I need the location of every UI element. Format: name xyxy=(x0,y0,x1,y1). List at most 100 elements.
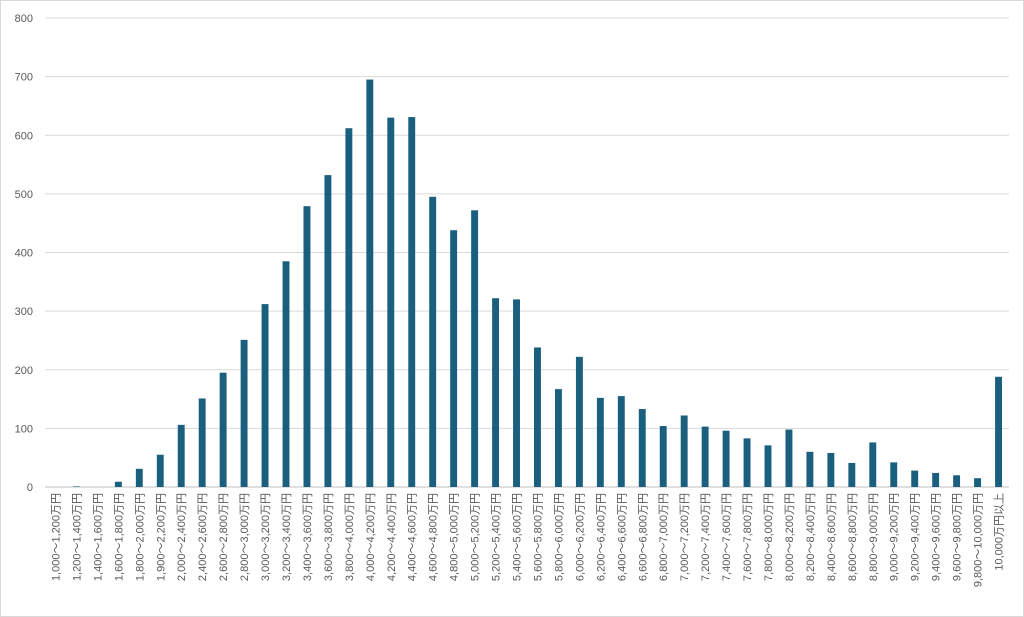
y-tick-label: 700 xyxy=(15,72,33,84)
bar xyxy=(135,468,143,487)
x-tick-label: 8,600～8,800万円 xyxy=(847,493,859,581)
bar xyxy=(366,79,374,488)
x-tick-label: 5,400～5,600万円 xyxy=(512,493,524,581)
y-tick-label: 200 xyxy=(15,365,33,377)
bar xyxy=(554,389,562,487)
x-tick-label: 6,600～6,800万円 xyxy=(637,493,649,581)
x-tick-label: 7,200～7,400万円 xyxy=(700,493,712,581)
x-tick-label: 9,800～10,000万円 xyxy=(973,493,985,587)
x-tick-label: 3,400～3,600万円 xyxy=(302,493,314,581)
bar xyxy=(827,452,835,487)
x-tick-label: 2,400～2,600万円 xyxy=(197,493,209,581)
x-tick-label: 6,200～6,400万円 xyxy=(595,493,607,581)
bar xyxy=(282,261,290,487)
bar xyxy=(261,304,269,487)
bar xyxy=(387,117,395,487)
y-tick-label: 800 xyxy=(15,13,33,25)
bar xyxy=(722,430,730,487)
x-tick-label: 7,600～7,800万円 xyxy=(742,493,754,581)
bar xyxy=(890,462,898,487)
x-tick-label: 4,400～4,600万円 xyxy=(407,493,419,581)
x-tick-label: 10,000万円以上 xyxy=(993,493,1006,571)
bar xyxy=(764,445,772,487)
x-tick-label: 7,400～7,600万円 xyxy=(721,493,733,581)
x-tick-label: 2,000～2,400万円 xyxy=(176,493,188,581)
bar xyxy=(303,206,311,487)
x-tick-label: 5,000～5,200万円 xyxy=(470,493,482,581)
bar xyxy=(785,429,793,487)
x-tick-label: 1,200～1,400万円 xyxy=(71,493,83,581)
bar xyxy=(911,470,919,487)
x-tick-label: 1,900～2,200万円 xyxy=(155,493,167,581)
x-tick-label: 1,600～1,800万円 xyxy=(113,493,125,581)
x-tick-label: 4,000～4,200万円 xyxy=(365,493,377,581)
y-tick-label: 100 xyxy=(15,423,33,435)
x-tick-label: 5,200～5,400万円 xyxy=(491,493,503,581)
x-tick-label: 8,200～8,400万円 xyxy=(805,493,817,581)
bar xyxy=(492,298,500,487)
bar xyxy=(575,356,583,487)
bar xyxy=(429,196,437,487)
x-tick-label: 2,800～3,000万円 xyxy=(239,493,251,581)
bar xyxy=(701,426,709,487)
x-tick-label: 1,400～1,600万円 xyxy=(92,493,104,581)
bar xyxy=(177,424,185,487)
bar xyxy=(471,210,479,488)
bar xyxy=(219,372,227,487)
bars xyxy=(72,79,1002,488)
bar xyxy=(240,339,248,487)
x-tick-label: 1,800～2,000万円 xyxy=(134,493,146,581)
x-tick-label: 8,800～9,000万円 xyxy=(868,493,880,581)
x-tick-label: 3,200～3,400万円 xyxy=(281,493,293,581)
bar xyxy=(848,462,856,487)
x-tick-label: 6,000～6,200万円 xyxy=(574,493,586,581)
x-tick-label: 9,600～9,800万円 xyxy=(952,493,964,581)
bar xyxy=(659,426,667,487)
bar xyxy=(72,486,80,487)
bar xyxy=(932,472,940,487)
x-axis: 1,000～1,200万円 1,200～1,400万円 1,400～1,600万円 1… xyxy=(50,493,1005,587)
x-tick-label: 6,800～7,000万円 xyxy=(658,493,670,581)
bar xyxy=(345,128,353,487)
bar xyxy=(869,442,877,487)
x-tick-label: 8,400～8,600万円 xyxy=(826,493,838,581)
x-tick-label: 8,000～8,200万円 xyxy=(784,493,796,581)
bar xyxy=(638,409,646,487)
x-tick-label: 4,600～4,800万円 xyxy=(428,493,440,581)
x-tick-label: 6,400～6,600万円 xyxy=(616,493,628,581)
x-tick-label: 4,800～5,000万円 xyxy=(449,493,461,581)
bar xyxy=(198,398,206,487)
bar xyxy=(596,397,604,487)
x-tick-label: 1,000～1,200万円 xyxy=(50,493,62,581)
y-tick-label: 500 xyxy=(15,189,33,201)
y-axis: 0 100 200 300 400 500 600 700 800 xyxy=(15,13,33,494)
x-tick-label: 3,600～3,800万円 xyxy=(323,493,335,581)
bar xyxy=(408,117,416,488)
bar xyxy=(953,475,961,487)
x-tick-label: 9,400～9,600万円 xyxy=(931,493,943,581)
y-tick-label: 400 xyxy=(15,248,33,260)
x-tick-label: 5,800～6,000万円 xyxy=(553,493,565,581)
bar xyxy=(450,230,458,487)
y-tick-label: 0 xyxy=(27,482,33,494)
y-tick-label: 300 xyxy=(15,306,33,318)
bar xyxy=(156,454,164,487)
bar xyxy=(513,299,520,487)
bar xyxy=(617,396,625,487)
bar xyxy=(680,415,688,487)
bar xyxy=(806,451,814,487)
x-tick-label: 2,600～2,800万円 xyxy=(218,493,230,581)
bar xyxy=(743,438,751,487)
bar xyxy=(324,175,332,488)
y-tick-label: 600 xyxy=(15,130,33,142)
x-tick-label: 5,600～5,800万円 xyxy=(532,493,544,581)
bar xyxy=(114,481,122,487)
x-tick-label: 7,000～7,200万円 xyxy=(679,493,691,581)
bar xyxy=(534,347,541,487)
bar xyxy=(974,478,982,487)
gridlines xyxy=(45,17,1009,488)
x-tick-label: 3,800～4,000万円 xyxy=(344,493,356,581)
x-tick-label: 9,200～9,400万円 xyxy=(910,493,922,581)
